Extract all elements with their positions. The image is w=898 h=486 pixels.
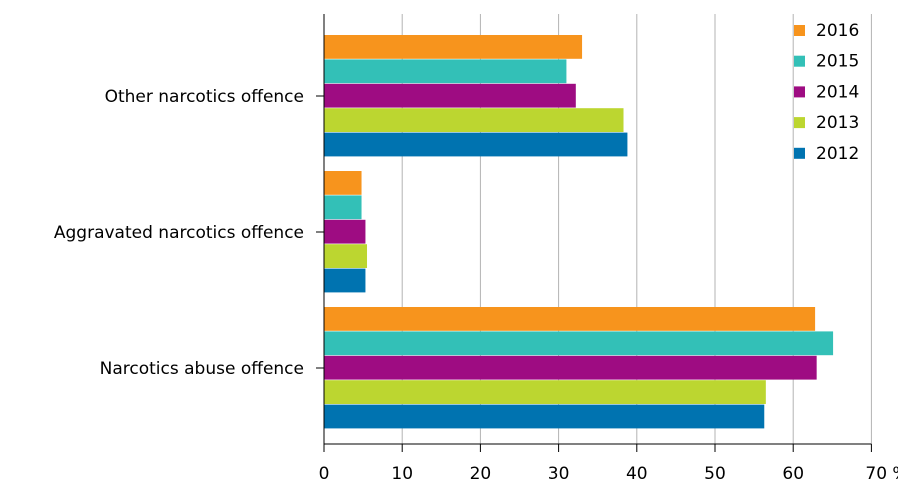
x-tick-label: 70 % — [865, 464, 898, 484]
legend-swatch-2013 — [794, 117, 805, 129]
legend-swatch-2014 — [794, 86, 805, 98]
bar-2016-3 — [324, 307, 816, 331]
legend-label: 2012 — [816, 144, 859, 164]
bar-2012-2 — [324, 268, 366, 293]
bar-2015-3 — [324, 331, 834, 356]
legend-swatch-2016 — [794, 25, 805, 36]
legend-label: 2016 — [816, 21, 859, 41]
bar-2015-1 — [324, 59, 567, 84]
category-labels: Other narcotics offence Aggravated narcot… — [54, 87, 304, 379]
bar-2013-1 — [324, 108, 624, 132]
x-tick-label: 40 — [626, 464, 648, 484]
bar-2013-2 — [324, 244, 368, 268]
bar-2015-2 — [324, 195, 362, 220]
category-label: Aggravated narcotics offence — [54, 223, 304, 243]
bar-2016-1 — [324, 35, 583, 59]
x-tick-label: 10 — [391, 464, 413, 484]
x-tick-label: 20 — [470, 464, 492, 484]
legend-label: 2014 — [816, 82, 859, 102]
legend-label: 2015 — [816, 52, 859, 72]
bar-2012-3 — [324, 404, 765, 429]
legend-label: 2013 — [816, 113, 859, 133]
bars — [324, 35, 834, 429]
bar-2012-1 — [324, 132, 628, 157]
category-label: Narcotics abuse offence — [100, 359, 304, 379]
bar-2013-3 — [324, 380, 766, 404]
x-tick-labels: 0 10 20 30 40 50 60 70 % — [319, 444, 898, 484]
bar-2014-3 — [324, 355, 817, 380]
bar-2014-1 — [324, 83, 576, 108]
bar-2016-2 — [324, 171, 362, 195]
category-label: Other narcotics offence — [105, 87, 304, 107]
x-tick-label: 0 — [319, 464, 330, 484]
legend-swatch-2012 — [794, 147, 805, 159]
legend: 2016 2015 2014 2013 2012 — [794, 21, 859, 164]
bar-2014-2 — [324, 219, 366, 244]
legend-swatch-2015 — [794, 55, 805, 67]
axes — [316, 14, 872, 445]
x-tick-label: 30 — [548, 464, 570, 484]
x-tick-label: 50 — [704, 464, 726, 484]
x-tick-label: 60 — [782, 464, 804, 484]
